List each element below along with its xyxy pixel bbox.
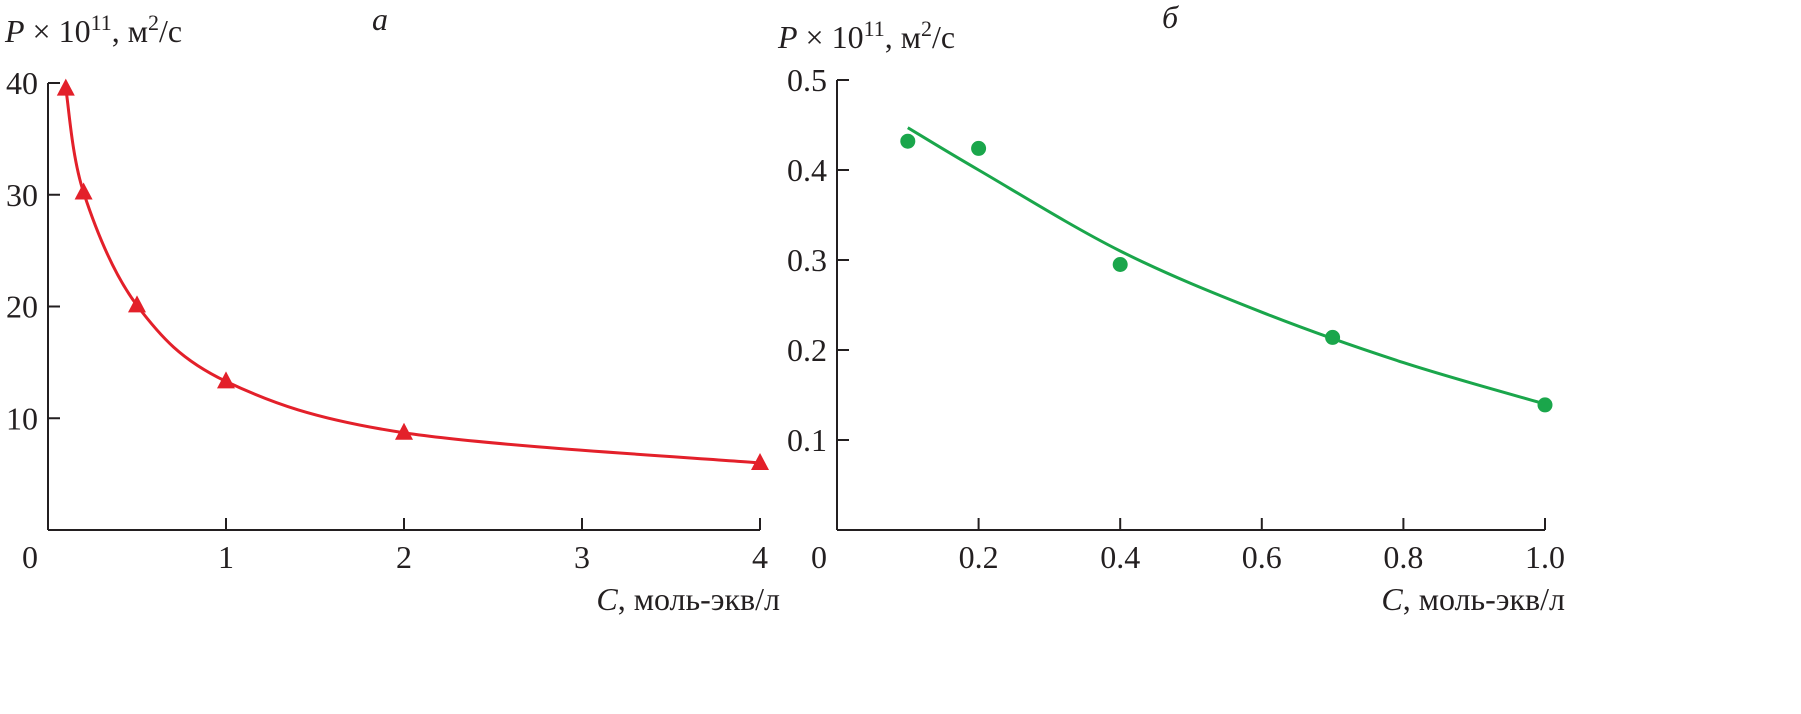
x-axis-label-symbol: C	[596, 581, 618, 617]
x-tick-label: 0.8	[1383, 539, 1423, 575]
y-tick-label: 0.4	[787, 152, 827, 188]
x-tick-label: 1.0	[1525, 539, 1565, 575]
x-axis-label-unit: , моль-экв/л	[1403, 581, 1565, 617]
point	[1112, 257, 1128, 272]
point	[74, 182, 93, 200]
x-axis-label-symbol: C	[1381, 581, 1403, 617]
x-tick-label: 0.6	[1242, 539, 1282, 575]
x-axis-label: C, моль-экв/л	[596, 581, 780, 617]
point	[395, 422, 413, 440]
y-axis-label: P × 1011, м2/с	[777, 16, 955, 55]
y-axis-label-part: /с	[159, 13, 182, 49]
x-tick-label: 0.4	[1100, 539, 1140, 575]
curve	[64, 88, 761, 465]
x-tick-label: 3	[574, 539, 590, 575]
x-tick-label: 0	[22, 539, 38, 575]
x-axis-label-unit: , моль-экв/л	[618, 581, 780, 617]
point	[751, 452, 769, 470]
y-axis-label-part: P	[4, 13, 25, 49]
x-tick-label: 1	[218, 539, 234, 575]
y-axis-label-part: 2	[921, 16, 932, 41]
y-axis-label-part: × 10	[25, 13, 91, 49]
y-tick-label: 0.2	[787, 332, 827, 368]
x-axis-label: C, моль-экв/л	[1381, 581, 1565, 617]
point	[128, 295, 146, 313]
x-tick-label: 0.2	[959, 539, 999, 575]
point	[56, 78, 75, 96]
y-tick-label: 0.5	[787, 62, 827, 98]
point	[1537, 397, 1553, 413]
y-tick-label: 30	[6, 177, 38, 213]
y-axis-label-part: 11	[864, 16, 885, 41]
y-axis-label-part: , м	[112, 13, 148, 49]
y-tick-label: 20	[6, 289, 38, 325]
x-tick-label: 2	[396, 539, 412, 575]
y-axis-label-part: × 10	[798, 19, 864, 55]
panel-label: б	[1162, 0, 1179, 35]
curve	[907, 126, 1546, 406]
y-tick-label: 0.3	[787, 242, 827, 278]
panel: 0.1 0.2 0.3 0.4 0.5 0 0.2 0.4 0.6 0.8 1.0 P × 1011,…	[777, 0, 1565, 617]
point	[900, 133, 916, 149]
point	[217, 371, 235, 389]
y-axis-label-part: , м	[885, 19, 921, 55]
y-axis-label-part: P	[777, 19, 798, 55]
y-tick-label: 10	[6, 400, 38, 436]
y-axis-label: P × 1011, м2/с	[4, 10, 182, 49]
panel-label: а	[372, 1, 388, 37]
y-axis-label-part: /с	[932, 19, 955, 55]
y-axis-label-part: 2	[148, 10, 159, 35]
y-tick-label: 40	[6, 65, 38, 101]
x-tick-label: 0	[811, 539, 827, 575]
x-tick-label: 4	[752, 539, 768, 575]
point	[971, 140, 987, 156]
y-axis-label-part: 11	[91, 10, 112, 35]
y-tick-label: 0.1	[787, 422, 827, 458]
